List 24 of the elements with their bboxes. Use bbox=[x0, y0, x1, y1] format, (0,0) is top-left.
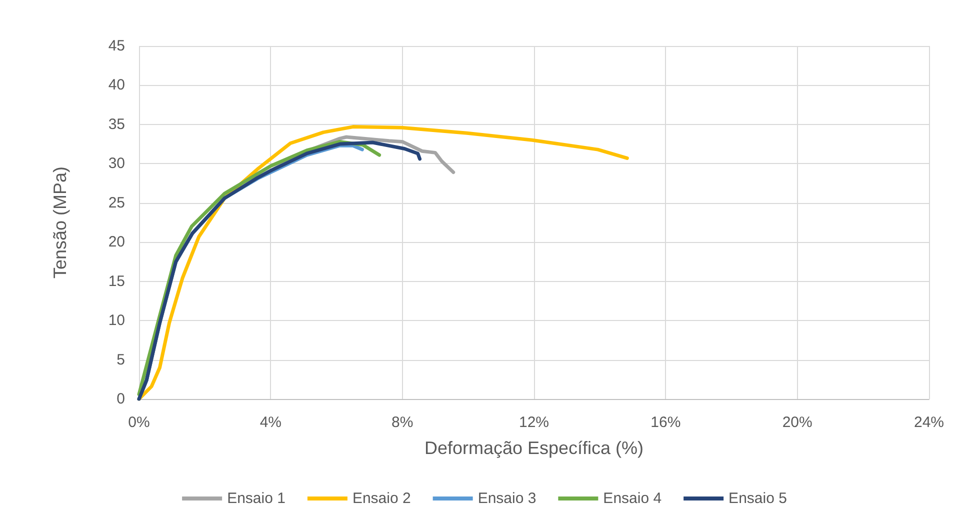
y-tick-label: 0 bbox=[116, 390, 125, 408]
x-tick-label: 20% bbox=[782, 414, 812, 431]
y-tick-label: 5 bbox=[116, 351, 125, 368]
x-axis-title: Deformação Específica (%) bbox=[424, 438, 644, 458]
x-tick-label: 16% bbox=[650, 414, 681, 431]
x-tick-label: 8% bbox=[391, 414, 414, 431]
legend-label: Ensaio 2 bbox=[352, 490, 411, 507]
y-tick-label: 10 bbox=[108, 312, 125, 330]
legend-label: Ensaio 3 bbox=[478, 490, 536, 507]
y-axis-title: Tensão (MPa) bbox=[50, 166, 70, 279]
y-tick-label: 25 bbox=[108, 194, 125, 212]
y-tick-label: 40 bbox=[108, 76, 125, 94]
x-tick-label: 0% bbox=[128, 414, 150, 431]
y-tick-label: 35 bbox=[108, 116, 125, 133]
y-tick-label: 15 bbox=[108, 272, 125, 290]
y-tick-label: 20 bbox=[108, 234, 125, 251]
x-tick-label: 4% bbox=[260, 414, 282, 431]
y-tick-label: 30 bbox=[108, 155, 125, 172]
legend-label: Ensaio 1 bbox=[227, 490, 286, 507]
y-tick-label: 45 bbox=[108, 38, 125, 54]
x-tick-label: 12% bbox=[518, 414, 550, 431]
x-tick-label: 24% bbox=[914, 414, 944, 431]
legend-label: Ensaio 4 bbox=[603, 490, 662, 507]
legend-label: Ensaio 5 bbox=[728, 490, 787, 507]
